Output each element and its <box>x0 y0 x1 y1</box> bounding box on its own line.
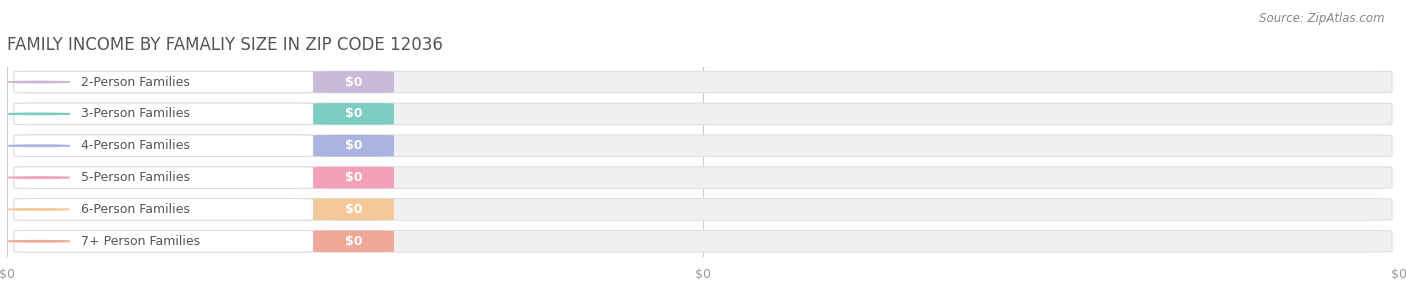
FancyBboxPatch shape <box>14 231 314 252</box>
Text: $0: $0 <box>344 203 363 216</box>
FancyBboxPatch shape <box>14 167 314 188</box>
FancyBboxPatch shape <box>14 103 314 125</box>
Text: 2-Person Families: 2-Person Families <box>80 76 190 88</box>
Circle shape <box>8 177 70 178</box>
FancyBboxPatch shape <box>14 71 314 93</box>
Text: $0: $0 <box>344 171 363 184</box>
FancyBboxPatch shape <box>14 71 1392 93</box>
FancyBboxPatch shape <box>314 135 394 156</box>
Circle shape <box>8 145 70 146</box>
Text: Source: ZipAtlas.com: Source: ZipAtlas.com <box>1260 12 1385 25</box>
Text: $0: $0 <box>344 235 363 248</box>
FancyBboxPatch shape <box>14 135 314 156</box>
Text: 3-Person Families: 3-Person Families <box>80 107 190 120</box>
FancyBboxPatch shape <box>14 231 1392 252</box>
FancyBboxPatch shape <box>314 103 394 125</box>
FancyBboxPatch shape <box>14 103 1392 125</box>
FancyBboxPatch shape <box>14 135 1392 156</box>
Circle shape <box>8 81 70 83</box>
Text: $0: $0 <box>344 107 363 120</box>
Text: FAMILY INCOME BY FAMALIY SIZE IN ZIP CODE 12036: FAMILY INCOME BY FAMALIY SIZE IN ZIP COD… <box>7 36 443 54</box>
Text: 5-Person Families: 5-Person Families <box>80 171 190 184</box>
FancyBboxPatch shape <box>314 167 394 188</box>
FancyBboxPatch shape <box>314 199 394 220</box>
Circle shape <box>8 209 70 210</box>
Text: $0: $0 <box>344 139 363 152</box>
Text: 7+ Person Families: 7+ Person Families <box>80 235 200 248</box>
FancyBboxPatch shape <box>14 199 314 220</box>
FancyBboxPatch shape <box>14 167 1392 188</box>
FancyBboxPatch shape <box>14 199 1392 220</box>
Text: 6-Person Families: 6-Person Families <box>80 203 190 216</box>
FancyBboxPatch shape <box>314 71 394 93</box>
Text: 4-Person Families: 4-Person Families <box>80 139 190 152</box>
Text: $0: $0 <box>344 76 363 88</box>
Circle shape <box>8 241 70 242</box>
FancyBboxPatch shape <box>314 231 394 252</box>
Circle shape <box>8 113 70 115</box>
